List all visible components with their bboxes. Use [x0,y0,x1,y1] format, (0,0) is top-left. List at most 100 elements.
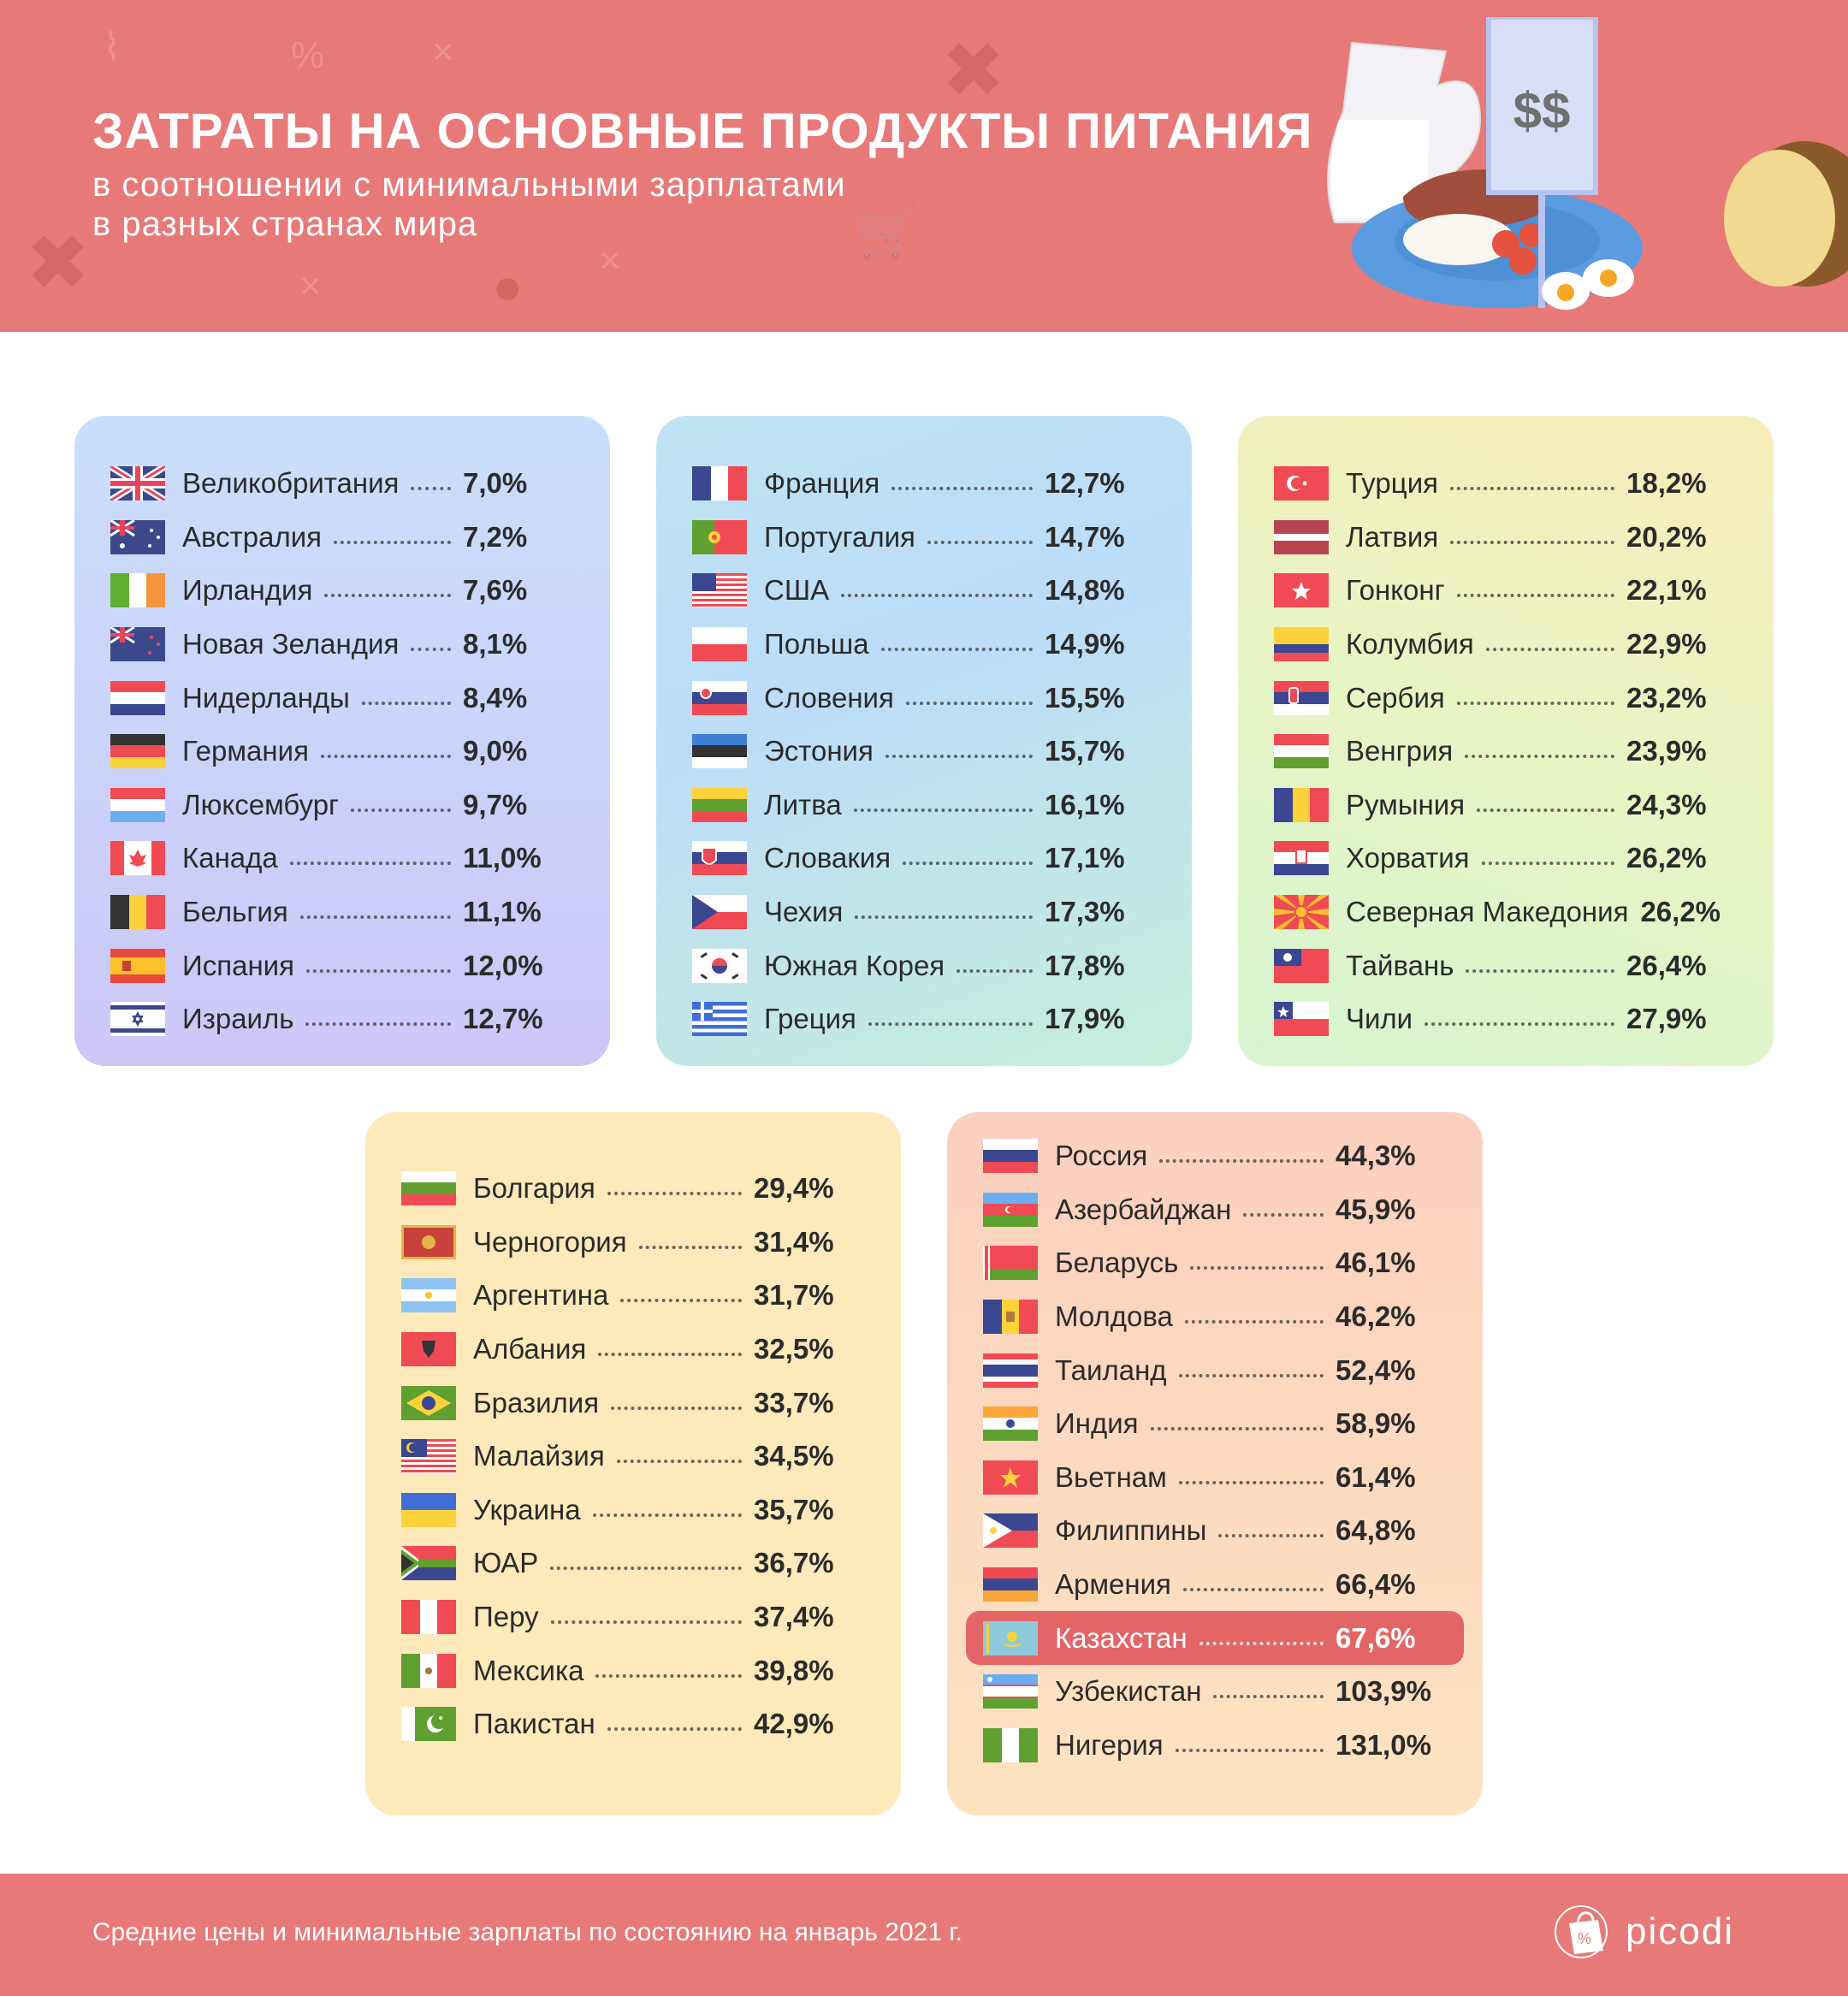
flag-be-icon [110,895,165,930]
table-row: Литва 16,1% [656,779,1192,832]
footer-note: Средние цены и минимальные зарплаты по с… [92,1918,962,1946]
table-row: Гонконг 22,1% [1238,564,1774,618]
flag-uz-icon [983,1674,1038,1709]
dot-leader [891,487,1033,491]
table-row: Словакия 17,1% [656,832,1192,885]
flag-us-icon [692,573,747,608]
table-row: Аргентина 31,7% [365,1269,901,1323]
country-name: Филиппины [1055,1514,1207,1547]
country-value: 131,0% [1336,1728,1431,1761]
country-name: Армения [1055,1568,1171,1601]
country-value: 12,0% [463,949,543,981]
table-row: Бельгия 11,1% [74,885,610,939]
table-row: Болгария 29,4% [365,1162,901,1216]
flag-ng-icon [983,1727,1038,1762]
table-row: Албания 32,5% [365,1323,901,1377]
country-name: Узбекистан [1055,1675,1202,1708]
flag-ee-icon [692,734,747,769]
table-row: Германия 9,0% [74,725,610,779]
table-row: Вьетнам 61,4% [947,1451,1483,1505]
country-name: Казахстан [1055,1621,1188,1654]
table-row-highlighted: Казахстан 67,6% [966,1611,1464,1665]
dot-leader [616,1460,742,1464]
country-name: Греция [764,1003,856,1035]
flag-de-icon [110,734,165,769]
flag-bg-icon [401,1171,456,1206]
flag-tw-icon [1274,948,1329,983]
country-name: Австралия [182,520,323,553]
flag-ca-icon [110,841,165,876]
dot-leader [880,648,1033,652]
flag-nz-icon [110,627,165,662]
country-value: 24,3% [1626,788,1707,820]
country-name: Турция [1346,467,1438,500]
country-name: Россия [1055,1140,1148,1172]
flag-rs-icon [1274,680,1329,715]
shopping-bag-percent-icon: % [1555,1905,1608,1958]
table-row: Черногория 31,4% [365,1216,901,1270]
table-row: Великобритания 7,0% [74,457,610,511]
svg-text:$$: $$ [1513,82,1571,139]
country-group-2: Франция 12,7% Португалия 14,7% США 14,8% По… [656,416,1192,1066]
country-name: Португалия [764,520,915,553]
big-cross-decoration-icon: ✖ [941,28,1006,114]
country-name: Северная Македония [1346,896,1629,928]
table-row: Португалия 14,7% [656,511,1192,565]
table-row: Нидерланды 8,4% [74,671,610,725]
dot-leader [598,1353,742,1357]
table-row: Россия 44,3% [947,1129,1483,1183]
country-value: 46,1% [1336,1247,1416,1279]
country-value: 103,9% [1336,1675,1431,1708]
country-name: Чили [1346,1003,1413,1035]
country-name: Южная Корея [764,949,945,981]
country-value: 14,9% [1045,628,1125,660]
country-name: Израиль [182,1003,294,1035]
dot-leader [1424,1022,1614,1027]
circle-decoration-icon: ● [492,258,524,315]
dot-leader [1450,540,1614,544]
dot-leader [305,1022,451,1027]
country-name: Мексика [473,1654,584,1686]
table-row: Армения 66,4% [947,1558,1483,1612]
dot-leader [550,1620,742,1625]
country-value: 66,4% [1336,1568,1416,1601]
country-value: 34,5% [754,1440,834,1472]
big-cross-decoration-icon: ✖ [26,221,91,306]
country-value: 32,5% [754,1333,834,1365]
country-name: Аргентина [473,1279,609,1312]
flag-vn-icon [983,1460,1038,1495]
dot-leader [592,1513,742,1517]
flag-me-icon [401,1224,456,1259]
country-name: Словакия [764,842,891,874]
flag-by-icon [983,1246,1038,1281]
flag-mk-icon [1274,895,1329,930]
country-name: Болгария [473,1172,595,1205]
country-name: Таиланд [1055,1353,1167,1386]
table-row: Канада 11,0% [74,832,610,885]
flag-sk-icon [692,841,747,876]
table-row: Румыния 24,3% [1238,779,1774,832]
country-name: Латвия [1346,520,1439,553]
dot-leader [1178,1480,1324,1484]
country-name: Литва [764,788,842,820]
flag-br-icon [401,1385,456,1420]
flag-gr-icon [692,1002,747,1037]
table-row: Франция 12,7% [656,457,1192,511]
country-name: Малайзия [473,1440,605,1472]
country-value: 12,7% [1045,467,1125,500]
flag-es-icon [110,948,165,983]
country-value: 7,0% [463,467,528,500]
country-value: 27,9% [1626,1003,1707,1035]
dot-leader [1175,1748,1324,1752]
dot-leader [1184,1320,1324,1324]
country-value: 15,7% [1045,735,1125,767]
country-value: 16,1% [1045,788,1125,820]
table-row: Азербайджан 45,9% [947,1183,1483,1237]
country-value: 31,7% [754,1279,834,1312]
flag-my-icon [401,1439,456,1474]
zigzag-decoration-icon: ⌇ [103,27,121,68]
dot-leader [351,808,451,812]
flag-fr-icon [692,466,747,501]
country-value: 45,9% [1336,1193,1416,1225]
country-value: 14,8% [1045,574,1125,607]
